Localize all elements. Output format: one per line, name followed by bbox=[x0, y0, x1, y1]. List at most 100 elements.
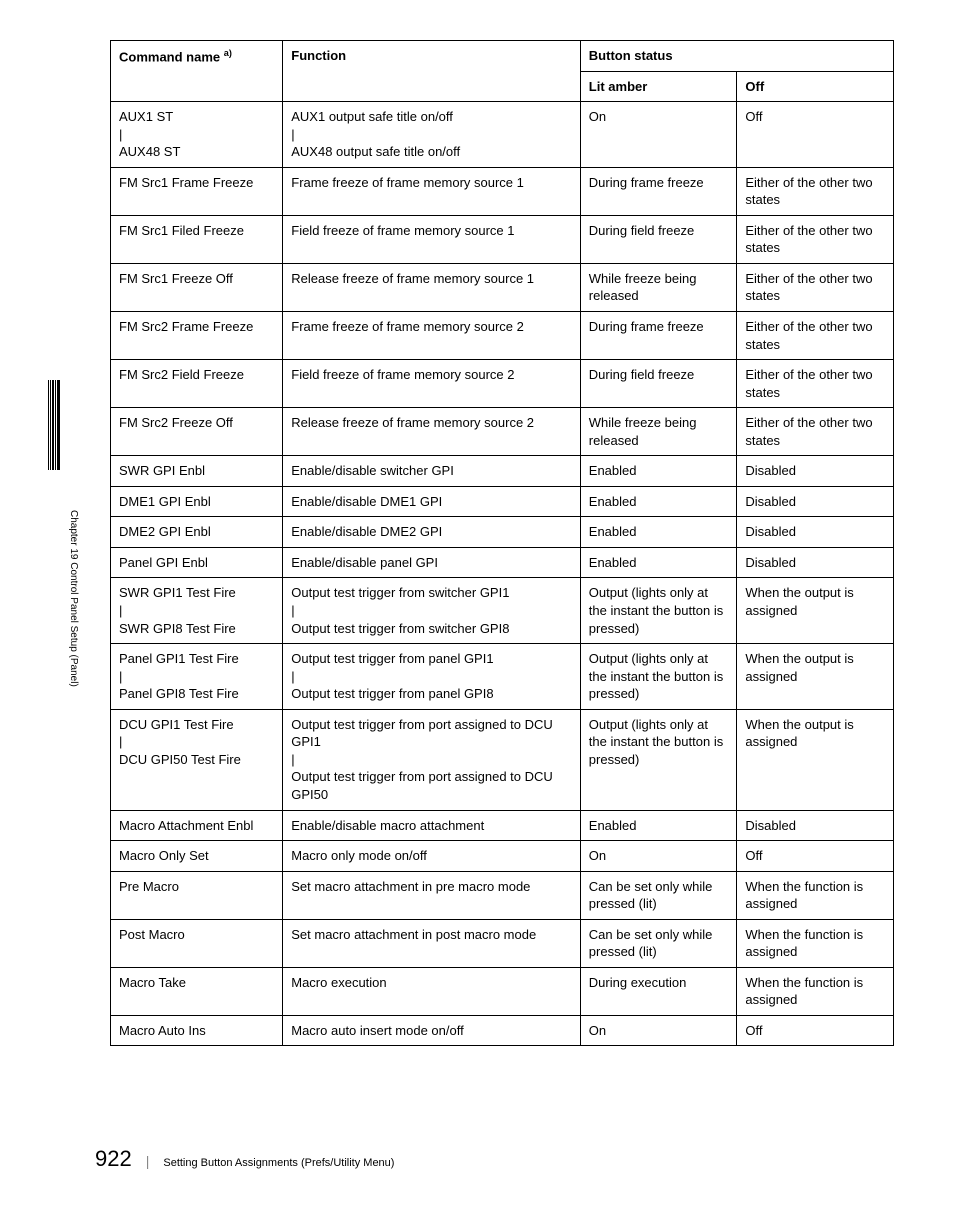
page-number: 922 bbox=[95, 1146, 132, 1172]
table-cell: DCU GPI1 Test Fire | DCU GPI50 Test Fire bbox=[111, 709, 283, 810]
table-cell: Set macro attachment in post macro mode bbox=[283, 919, 581, 967]
sidebar-decorative-bars bbox=[48, 380, 60, 470]
table-cell: Off bbox=[737, 841, 894, 872]
table-cell: FM Src1 Frame Freeze bbox=[111, 167, 283, 215]
table-cell: Field freeze of frame memory source 1 bbox=[283, 215, 581, 263]
table-cell: Can be set only while pressed (lit) bbox=[580, 871, 737, 919]
table-cell: Either of the other two states bbox=[737, 312, 894, 360]
table-cell: On bbox=[580, 102, 737, 168]
table-cell: Panel GPI1 Test Fire | Panel GPI8 Test F… bbox=[111, 644, 283, 710]
table-row: Macro Auto InsMacro auto insert mode on/… bbox=[111, 1015, 894, 1046]
table-cell: Off bbox=[737, 102, 894, 168]
table-cell: Macro auto insert mode on/off bbox=[283, 1015, 581, 1046]
table-cell: Enable/disable macro attachment bbox=[283, 810, 581, 841]
table-cell: Macro only mode on/off bbox=[283, 841, 581, 872]
table-cell: Field freeze of frame memory source 2 bbox=[283, 360, 581, 408]
table-cell: Either of the other two states bbox=[737, 167, 894, 215]
table-cell: Either of the other two states bbox=[737, 408, 894, 456]
table-cell: Frame freeze of frame memory source 2 bbox=[283, 312, 581, 360]
header-button-status: Button status bbox=[580, 41, 893, 72]
table-cell: Macro Only Set bbox=[111, 841, 283, 872]
table-cell: Output (lights only at the instant the b… bbox=[580, 709, 737, 810]
table-cell: On bbox=[580, 841, 737, 872]
table-cell: When the output is assigned bbox=[737, 578, 894, 644]
header-function: Function bbox=[283, 41, 581, 102]
table-cell: Output test trigger from panel GPI1 | Ou… bbox=[283, 644, 581, 710]
table-row: Panel GPI1 Test Fire | Panel GPI8 Test F… bbox=[111, 644, 894, 710]
header-lit-amber: Lit amber bbox=[580, 71, 737, 102]
table-cell: Enabled bbox=[580, 517, 737, 548]
table-cell: During field freeze bbox=[580, 215, 737, 263]
table-cell: Off bbox=[737, 1015, 894, 1046]
table-cell: On bbox=[580, 1015, 737, 1046]
table-cell: AUX1 ST | AUX48 ST bbox=[111, 102, 283, 168]
table-cell: Output (lights only at the instant the b… bbox=[580, 578, 737, 644]
table-cell: During field freeze bbox=[580, 360, 737, 408]
table-row: DME1 GPI EnblEnable/disable DME1 GPIEnab… bbox=[111, 486, 894, 517]
header-off: Off bbox=[737, 71, 894, 102]
table-row: FM Src1 Frame FreezeFrame freeze of fram… bbox=[111, 167, 894, 215]
footer-divider: | bbox=[146, 1153, 150, 1169]
table-row: DCU GPI1 Test Fire | DCU GPI50 Test Fire… bbox=[111, 709, 894, 810]
table-row: FM Src2 Freeze OffRelease freeze of fram… bbox=[111, 408, 894, 456]
table-cell: FM Src1 Filed Freeze bbox=[111, 215, 283, 263]
table-cell: Macro Take bbox=[111, 967, 283, 1015]
sidebar-chapter-label: Chapter 19 Control Panel Setup (Panel) bbox=[68, 510, 79, 687]
table-cell: FM Src2 Field Freeze bbox=[111, 360, 283, 408]
table-cell: Output test trigger from switcher GPI1 |… bbox=[283, 578, 581, 644]
table-cell: FM Src2 Frame Freeze bbox=[111, 312, 283, 360]
table-row: AUX1 ST | AUX48 STAUX1 output safe title… bbox=[111, 102, 894, 168]
table-cell: Disabled bbox=[737, 517, 894, 548]
table-cell: Macro Attachment Enbl bbox=[111, 810, 283, 841]
table-cell: Pre Macro bbox=[111, 871, 283, 919]
table-cell: FM Src1 Freeze Off bbox=[111, 263, 283, 311]
table-row: Macro Attachment EnblEnable/disable macr… bbox=[111, 810, 894, 841]
table-cell: When the function is assigned bbox=[737, 919, 894, 967]
table-cell: When the function is assigned bbox=[737, 967, 894, 1015]
table-cell: Enabled bbox=[580, 456, 737, 487]
page-footer: 922 | Setting Button Assignments (Prefs/… bbox=[95, 1146, 394, 1172]
table-cell: Post Macro bbox=[111, 919, 283, 967]
table-cell: Release freeze of frame memory source 2 bbox=[283, 408, 581, 456]
table-cell: While freeze being released bbox=[580, 408, 737, 456]
table-cell: Either of the other two states bbox=[737, 360, 894, 408]
footer-section-title: Setting Button Assignments (Prefs/Utilit… bbox=[163, 1157, 394, 1169]
table-row: Macro Only SetMacro only mode on/offOnOf… bbox=[111, 841, 894, 872]
table-row: FM Src1 Freeze OffRelease freeze of fram… bbox=[111, 263, 894, 311]
table-cell: Disabled bbox=[737, 456, 894, 487]
table-row: FM Src1 Filed FreezeField freeze of fram… bbox=[111, 215, 894, 263]
table-cell: Either of the other two states bbox=[737, 215, 894, 263]
table-cell: Enable/disable switcher GPI bbox=[283, 456, 581, 487]
table-cell: Enable/disable DME1 GPI bbox=[283, 486, 581, 517]
table-cell: SWR GPI Enbl bbox=[111, 456, 283, 487]
table-cell: SWR GPI1 Test Fire | SWR GPI8 Test Fire bbox=[111, 578, 283, 644]
table-cell: Enabled bbox=[580, 810, 737, 841]
table-cell: Set macro attachment in pre macro mode bbox=[283, 871, 581, 919]
table-cell: DME1 GPI Enbl bbox=[111, 486, 283, 517]
table-cell: Macro Auto Ins bbox=[111, 1015, 283, 1046]
table-row: Pre MacroSet macro attachment in pre mac… bbox=[111, 871, 894, 919]
table-row: Macro TakeMacro executionDuring executio… bbox=[111, 967, 894, 1015]
table-cell: When the output is assigned bbox=[737, 644, 894, 710]
table-cell: Enable/disable DME2 GPI bbox=[283, 517, 581, 548]
table-cell: DME2 GPI Enbl bbox=[111, 517, 283, 548]
table-row: FM Src2 Field FreezeField freeze of fram… bbox=[111, 360, 894, 408]
table-cell: Disabled bbox=[737, 486, 894, 517]
table-cell: During frame freeze bbox=[580, 312, 737, 360]
table-cell: Disabled bbox=[737, 810, 894, 841]
table-cell: FM Src2 Freeze Off bbox=[111, 408, 283, 456]
table-cell: During frame freeze bbox=[580, 167, 737, 215]
table-cell: AUX1 output safe title on/off | AUX48 ou… bbox=[283, 102, 581, 168]
table-cell: During execution bbox=[580, 967, 737, 1015]
table-cell: Frame freeze of frame memory source 1 bbox=[283, 167, 581, 215]
table-cell: Can be set only while pressed (lit) bbox=[580, 919, 737, 967]
table-cell: Either of the other two states bbox=[737, 263, 894, 311]
table-row: Post MacroSet macro attachment in post m… bbox=[111, 919, 894, 967]
table-cell: Enabled bbox=[580, 486, 737, 517]
table-cell: Output (lights only at the instant the b… bbox=[580, 644, 737, 710]
table-row: SWR GPI EnblEnable/disable switcher GPIE… bbox=[111, 456, 894, 487]
table-row: DME2 GPI EnblEnable/disable DME2 GPIEnab… bbox=[111, 517, 894, 548]
table-row: Panel GPI EnblEnable/disable panel GPIEn… bbox=[111, 547, 894, 578]
command-table: Command name a) Function Button status L… bbox=[110, 40, 894, 1046]
table-cell: Output test trigger from port assigned t… bbox=[283, 709, 581, 810]
